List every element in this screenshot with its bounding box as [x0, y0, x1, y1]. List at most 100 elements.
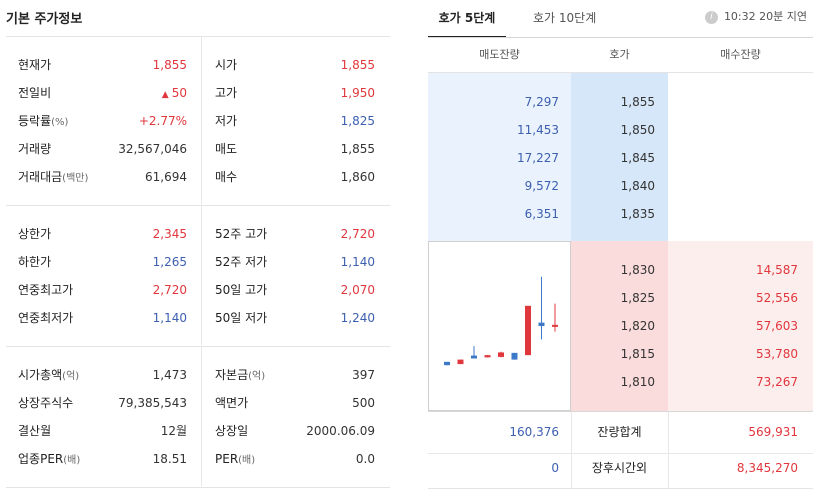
bid-qty: 73,267	[756, 375, 798, 389]
label-text: 시가	[215, 58, 238, 72]
bid-price-area	[571, 241, 668, 411]
candle	[525, 305, 531, 356]
candle	[457, 359, 464, 365]
info-label: 매수	[215, 163, 237, 191]
info-label: 상장주식수	[18, 389, 73, 417]
info-value: 2000.06.09	[280, 417, 375, 445]
value-text: 2,345	[152, 227, 187, 241]
ask-qty: 7,297	[524, 95, 559, 109]
value-text: 1,855	[340, 142, 375, 156]
divider	[6, 346, 390, 347]
tab-5-levels[interactable]: 호가 5단계	[428, 0, 506, 38]
bid-qty: 14,587	[756, 263, 798, 277]
ask-price[interactable]: 1,850	[620, 123, 655, 137]
label-text: 연중최고가	[18, 283, 74, 297]
column-divider	[201, 347, 202, 486]
value-text: 1,473	[152, 368, 187, 382]
divider	[428, 37, 813, 38]
orderbook-panel: 호가 5단계 호가 10단계 i 10:32 20분 지연 매도잔량 호가 매수잔…	[428, 0, 813, 496]
candle-body	[538, 322, 545, 326]
label-text: 액면가	[215, 396, 249, 410]
total-ask-qty: 160,376	[509, 425, 559, 439]
ask-qty: 17,227	[517, 151, 559, 165]
info-value: 1,825	[280, 107, 375, 135]
info-label: 시가	[215, 51, 237, 79]
ask-price[interactable]: 1,840	[620, 179, 655, 193]
value-text: 12월	[160, 424, 187, 438]
bid-price[interactable]: 1,825	[620, 291, 655, 305]
info-value: 2,720	[90, 276, 187, 304]
afterhours-bid-qty: 8,345,270	[736, 461, 798, 475]
candle-body	[484, 355, 491, 358]
info-value: 1,265	[90, 248, 187, 276]
bid-price[interactable]: 1,815	[620, 347, 655, 361]
candle-body	[525, 305, 531, 356]
divider	[428, 411, 813, 412]
value-text: 32,567,046	[118, 142, 187, 156]
up-arrow-icon: ▲	[161, 90, 169, 100]
info-value: 32,567,046	[90, 135, 187, 163]
value-text: 1,140	[152, 311, 187, 325]
ask-price[interactable]: 1,845	[620, 151, 655, 165]
candle-chart-svg	[444, 276, 558, 366]
info-label: 등락률(%)	[18, 107, 68, 135]
info-label: 시가총액(억)	[18, 361, 79, 389]
label-text: 등락률	[18, 114, 52, 128]
value-text: 1,265	[152, 255, 187, 269]
info-value: 1,473	[90, 361, 187, 389]
info-value: 1,240	[280, 304, 375, 332]
label-text: 상한가	[18, 227, 52, 241]
afterhours-ask-qty: 0	[551, 461, 559, 475]
total-bid-qty: 569,931	[748, 425, 798, 439]
info-label: 하한가	[18, 248, 51, 276]
info-label: 액면가	[215, 389, 248, 417]
value-text: 1,140	[340, 255, 375, 269]
value-text: 1,855	[152, 58, 187, 72]
info-value: 0.0	[280, 445, 375, 473]
value-text: 0.0	[355, 452, 375, 466]
panel-title: 기본 주가정보	[6, 12, 83, 27]
bid-price[interactable]: 1,810	[620, 375, 655, 389]
label-text: 전일비	[18, 86, 52, 100]
divider	[6, 36, 390, 37]
label-text: 하한가	[18, 255, 52, 269]
info-value: 1,860	[280, 163, 375, 191]
value-text: 1,950	[340, 86, 375, 100]
value-text: 1,240	[340, 311, 375, 325]
info-value: 1,855	[280, 51, 375, 79]
divider	[428, 488, 813, 489]
divider	[6, 487, 390, 488]
info-value: 12월	[90, 417, 187, 445]
candle	[538, 276, 545, 340]
total-remaining-label: 잔량합계	[597, 425, 642, 439]
tab-10-levels[interactable]: 호가 10단계	[533, 11, 597, 25]
info-label: 연중최고가	[18, 276, 73, 304]
candle-body	[457, 359, 464, 365]
label-text: 52주 저가	[215, 255, 268, 269]
column-divider	[668, 412, 669, 488]
value-text: 397	[352, 368, 375, 382]
bid-price[interactable]: 1,830	[620, 263, 655, 277]
label-text: 업종PER	[18, 452, 64, 466]
divider	[428, 72, 813, 73]
ask-qty: 11,453	[517, 123, 559, 137]
ask-price[interactable]: 1,855	[620, 95, 655, 109]
info-label: 상한가	[18, 220, 51, 248]
label-unit: (%)	[51, 117, 69, 128]
value-text: 1,825	[340, 114, 375, 128]
divider	[428, 453, 813, 454]
bid-price[interactable]: 1,820	[620, 319, 655, 333]
ask-price[interactable]: 1,835	[620, 207, 655, 221]
value-text: 50	[171, 86, 187, 100]
label-text: 현재가	[18, 58, 52, 72]
label-unit: (백만)	[62, 173, 89, 184]
header-price: 호가	[609, 48, 630, 61]
label-text: 상장주식수	[18, 396, 74, 410]
info-icon[interactable]: i	[704, 10, 718, 24]
info-value: 2,070	[280, 276, 375, 304]
info-value: 2,345	[90, 220, 187, 248]
info-label: 52주 저가	[215, 248, 267, 276]
label-text: 매수	[215, 170, 238, 184]
candle	[552, 303, 558, 332]
value-text: +2.77%	[138, 114, 187, 128]
